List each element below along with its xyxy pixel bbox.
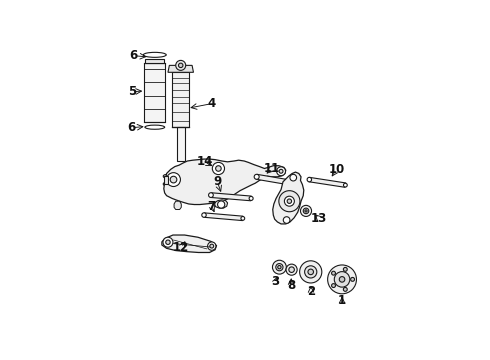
Polygon shape bbox=[176, 167, 186, 176]
Circle shape bbox=[300, 261, 322, 283]
Circle shape bbox=[272, 260, 286, 274]
Circle shape bbox=[167, 173, 180, 186]
Circle shape bbox=[286, 264, 297, 275]
Polygon shape bbox=[164, 159, 286, 204]
Circle shape bbox=[178, 63, 183, 68]
Text: 1: 1 bbox=[338, 294, 346, 307]
Circle shape bbox=[276, 264, 283, 271]
Circle shape bbox=[307, 177, 312, 182]
Polygon shape bbox=[172, 72, 189, 127]
Circle shape bbox=[218, 201, 225, 208]
Ellipse shape bbox=[145, 125, 165, 129]
Polygon shape bbox=[211, 193, 251, 201]
Circle shape bbox=[249, 197, 253, 201]
Circle shape bbox=[170, 176, 177, 183]
Circle shape bbox=[209, 193, 213, 198]
Text: 12: 12 bbox=[173, 241, 190, 254]
Circle shape bbox=[177, 174, 185, 181]
Circle shape bbox=[254, 174, 259, 179]
Circle shape bbox=[339, 276, 345, 282]
Circle shape bbox=[166, 240, 170, 244]
Circle shape bbox=[351, 278, 355, 281]
Text: 14: 14 bbox=[196, 156, 213, 168]
Polygon shape bbox=[177, 127, 185, 161]
Ellipse shape bbox=[174, 203, 181, 208]
Circle shape bbox=[210, 244, 214, 248]
Circle shape bbox=[332, 271, 336, 275]
Ellipse shape bbox=[163, 175, 168, 178]
Text: 8: 8 bbox=[287, 279, 295, 292]
Text: 6: 6 bbox=[127, 121, 136, 134]
Circle shape bbox=[300, 205, 312, 216]
Circle shape bbox=[284, 196, 294, 206]
Polygon shape bbox=[273, 172, 304, 224]
Text: 11: 11 bbox=[264, 162, 280, 175]
Polygon shape bbox=[164, 176, 168, 184]
Circle shape bbox=[212, 162, 224, 175]
Polygon shape bbox=[168, 66, 194, 72]
Ellipse shape bbox=[163, 183, 168, 186]
Circle shape bbox=[289, 267, 294, 273]
Polygon shape bbox=[256, 174, 294, 186]
Circle shape bbox=[287, 199, 292, 203]
Circle shape bbox=[241, 216, 245, 220]
Circle shape bbox=[163, 237, 173, 247]
Circle shape bbox=[279, 169, 283, 173]
Circle shape bbox=[343, 267, 347, 271]
Circle shape bbox=[176, 60, 186, 70]
Polygon shape bbox=[162, 235, 217, 252]
Circle shape bbox=[216, 166, 221, 171]
Polygon shape bbox=[215, 200, 227, 208]
Circle shape bbox=[290, 174, 296, 181]
Circle shape bbox=[343, 183, 347, 187]
Circle shape bbox=[303, 208, 309, 214]
Circle shape bbox=[305, 210, 307, 212]
Circle shape bbox=[308, 269, 314, 275]
Circle shape bbox=[305, 266, 317, 278]
Circle shape bbox=[279, 191, 300, 212]
Circle shape bbox=[277, 167, 286, 176]
Polygon shape bbox=[204, 213, 243, 221]
Polygon shape bbox=[145, 63, 165, 122]
Text: 6: 6 bbox=[129, 49, 137, 62]
Circle shape bbox=[292, 181, 296, 185]
Polygon shape bbox=[174, 201, 181, 210]
Text: 4: 4 bbox=[208, 97, 216, 110]
Circle shape bbox=[332, 284, 336, 288]
Circle shape bbox=[283, 217, 290, 223]
Text: 9: 9 bbox=[213, 175, 221, 188]
Text: 7: 7 bbox=[208, 200, 216, 213]
Polygon shape bbox=[309, 177, 346, 187]
Text: 13: 13 bbox=[311, 212, 327, 225]
Circle shape bbox=[334, 271, 350, 287]
Circle shape bbox=[202, 213, 206, 217]
Text: 3: 3 bbox=[271, 275, 280, 288]
Polygon shape bbox=[145, 59, 164, 63]
Circle shape bbox=[278, 266, 281, 269]
Circle shape bbox=[343, 287, 347, 291]
Text: 5: 5 bbox=[128, 85, 136, 98]
Text: 10: 10 bbox=[328, 163, 344, 176]
Circle shape bbox=[208, 242, 216, 250]
Text: 2: 2 bbox=[307, 285, 315, 298]
Circle shape bbox=[328, 265, 356, 294]
Ellipse shape bbox=[144, 52, 166, 57]
